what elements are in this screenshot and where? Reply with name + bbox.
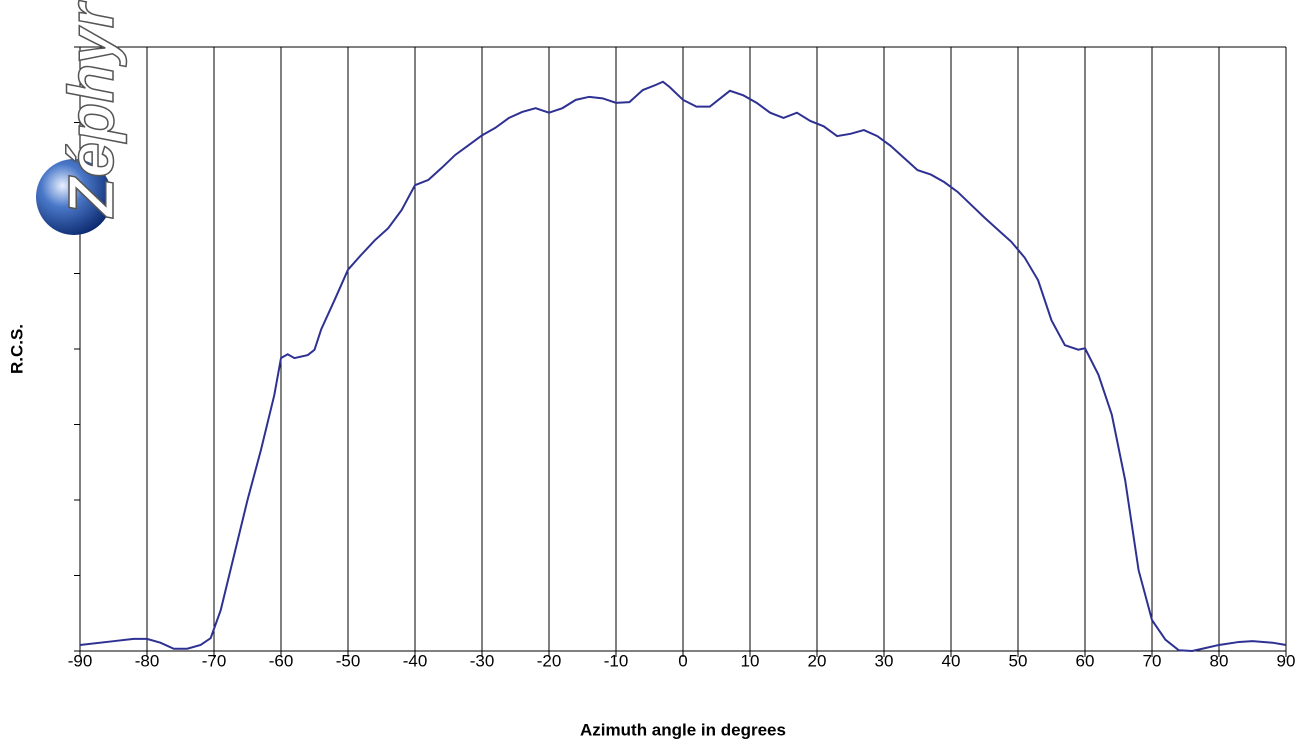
y-axis-label: R.C.S. (7, 324, 26, 374)
logo: Zéphyr (55, 0, 127, 218)
x-tick-label: -20 (537, 651, 562, 670)
plot-area: -90 -80 -70 -60 -50 -40 -30 -20 -10 0 10 20 30 40 50 60… (68, 46, 1296, 670)
x-tick-label: -10 (604, 651, 629, 670)
x-tick-label: -60 (269, 651, 294, 670)
x-tick-label: 60 (1076, 651, 1095, 670)
x-tick-label: 70 (1143, 651, 1162, 670)
x-tick-label: 30 (875, 651, 894, 670)
x-tick-label: 90 (1277, 651, 1296, 670)
logo-sphere (36, 159, 112, 235)
x-tick-label: -30 (470, 651, 495, 670)
x-tick-label: 80 (1210, 651, 1229, 670)
x-tick-label: -90 (68, 651, 93, 670)
x-tick-label: 20 (808, 651, 827, 670)
x-tick-label: 0 (678, 651, 687, 670)
data-line (79, 80, 1287, 653)
x-tick-label: 40 (942, 651, 961, 670)
x-tick-label: -50 (336, 651, 361, 670)
x-tick-label: -80 (135, 651, 160, 670)
x-tick-label: 50 (1009, 651, 1028, 670)
x-tick-label: -40 (403, 651, 428, 670)
x-tick-label: -70 (202, 651, 227, 670)
x-tick-label: 10 (741, 651, 760, 670)
x-axis-label: Azimuth angle in degrees (580, 720, 786, 739)
